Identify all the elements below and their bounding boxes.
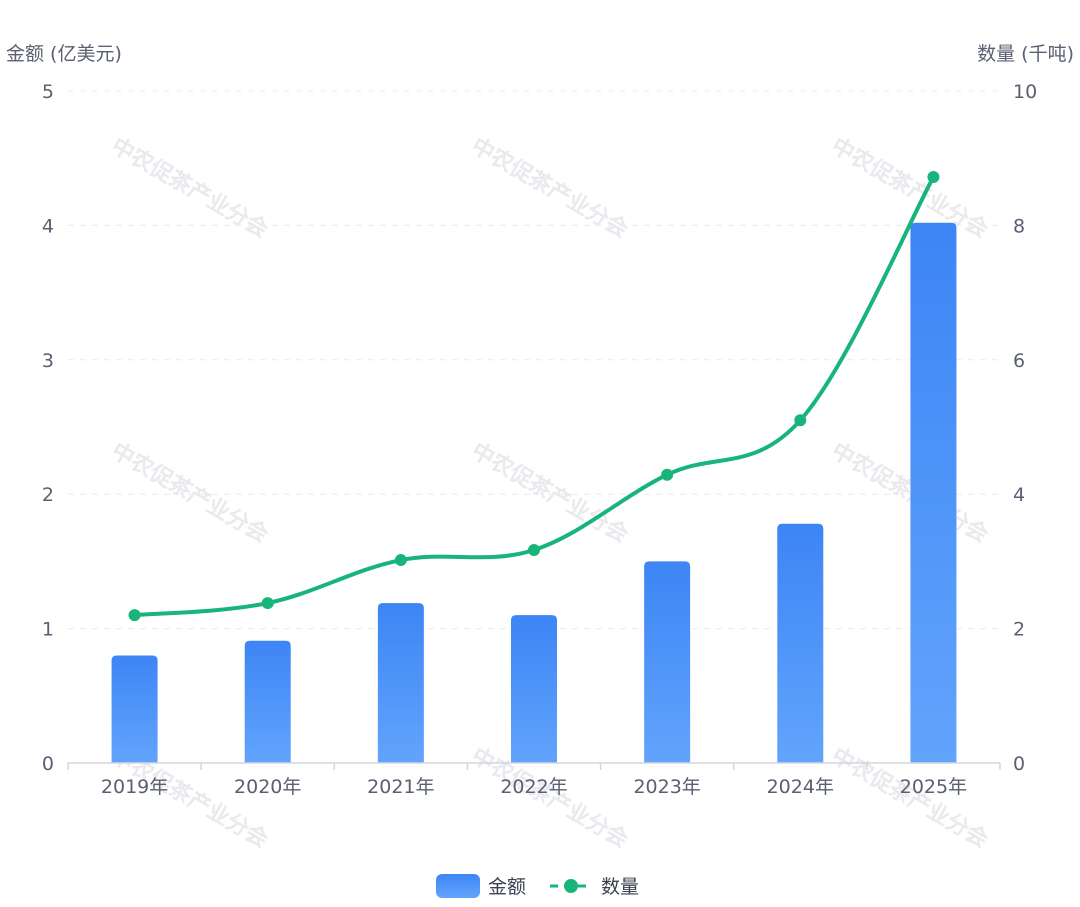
- y-left-tick-label: 1: [42, 619, 54, 641]
- y-left-tick-label: 4: [42, 215, 54, 237]
- line-point-2023年: [661, 468, 674, 481]
- y-right-tick-label: 0: [1013, 753, 1025, 775]
- bar-2022年: [511, 615, 557, 763]
- y-left-tick-label: 0: [42, 753, 54, 775]
- y-right-tick-label: 4: [1013, 484, 1025, 506]
- bar-2021年: [377, 603, 424, 763]
- watermark-text-3: 中农促茶产业分会: [107, 438, 272, 549]
- line-point-2019年: [128, 609, 141, 622]
- y-left-tick-label: 5: [42, 81, 54, 103]
- line-point-2022年: [528, 543, 540, 556]
- x-tick-label: 2024年: [767, 776, 834, 798]
- legend-line-label[interactable]: 数量: [601, 876, 639, 898]
- line-point-2024年: [794, 414, 807, 427]
- bar-2024年: [777, 523, 824, 763]
- watermark-text-4: 中农促茶产业分会: [467, 438, 632, 549]
- y-right-axis: 0 2 4 6 8 10: [1013, 81, 1037, 775]
- bar-2023年: [644, 561, 691, 763]
- x-tick-label: 2023年: [633, 776, 700, 798]
- watermark-text-0: 中农促茶产业分会: [107, 133, 272, 244]
- line-point-2020年: [261, 597, 274, 610]
- legend[interactable]: 金额 数量: [436, 874, 639, 898]
- y-left-axis-title: 金额 (亿美元): [6, 43, 122, 65]
- x-tick-label: 2019年: [101, 776, 168, 798]
- legend-line-marker[interactable]: [564, 879, 578, 893]
- y-left-tick-label: 3: [42, 350, 54, 372]
- bar-2020年: [244, 640, 291, 763]
- y-right-tick-label: 2: [1013, 619, 1025, 641]
- y-right-tick-label: 6: [1013, 350, 1025, 372]
- watermark-text-5: 中农促茶产业分会: [827, 438, 992, 549]
- x-tick-label: 2025年: [900, 776, 967, 798]
- line-series: [128, 171, 940, 622]
- bar-2019年: [111, 655, 158, 763]
- x-tick-label: 2021年: [367, 776, 434, 798]
- legend-bar-label[interactable]: 金额: [488, 876, 526, 898]
- x-tick-label: 2022年: [500, 776, 567, 798]
- y-left-axis: 0 1 2 3 4 5: [42, 81, 54, 775]
- line-point-2021年: [394, 554, 407, 567]
- y-right-tick-label: 10: [1013, 81, 1037, 103]
- x-tick-label: 2020年: [234, 776, 301, 798]
- y-left-tick-label: 2: [42, 484, 54, 506]
- x-axis: 2019年 2020年 2021年 2022年 2023年 2024年 2025年: [67, 762, 1001, 798]
- line-point-2025年: [927, 171, 940, 184]
- legend-bar-swatch[interactable]: [436, 874, 480, 898]
- y-right-tick-label: 8: [1013, 215, 1025, 237]
- bar-series: [111, 222, 957, 763]
- bar-2025年: [910, 222, 957, 763]
- y-right-axis-title: 数量 (千吨): [977, 43, 1074, 65]
- watermark-text-1: 中农促茶产业分会: [467, 133, 632, 244]
